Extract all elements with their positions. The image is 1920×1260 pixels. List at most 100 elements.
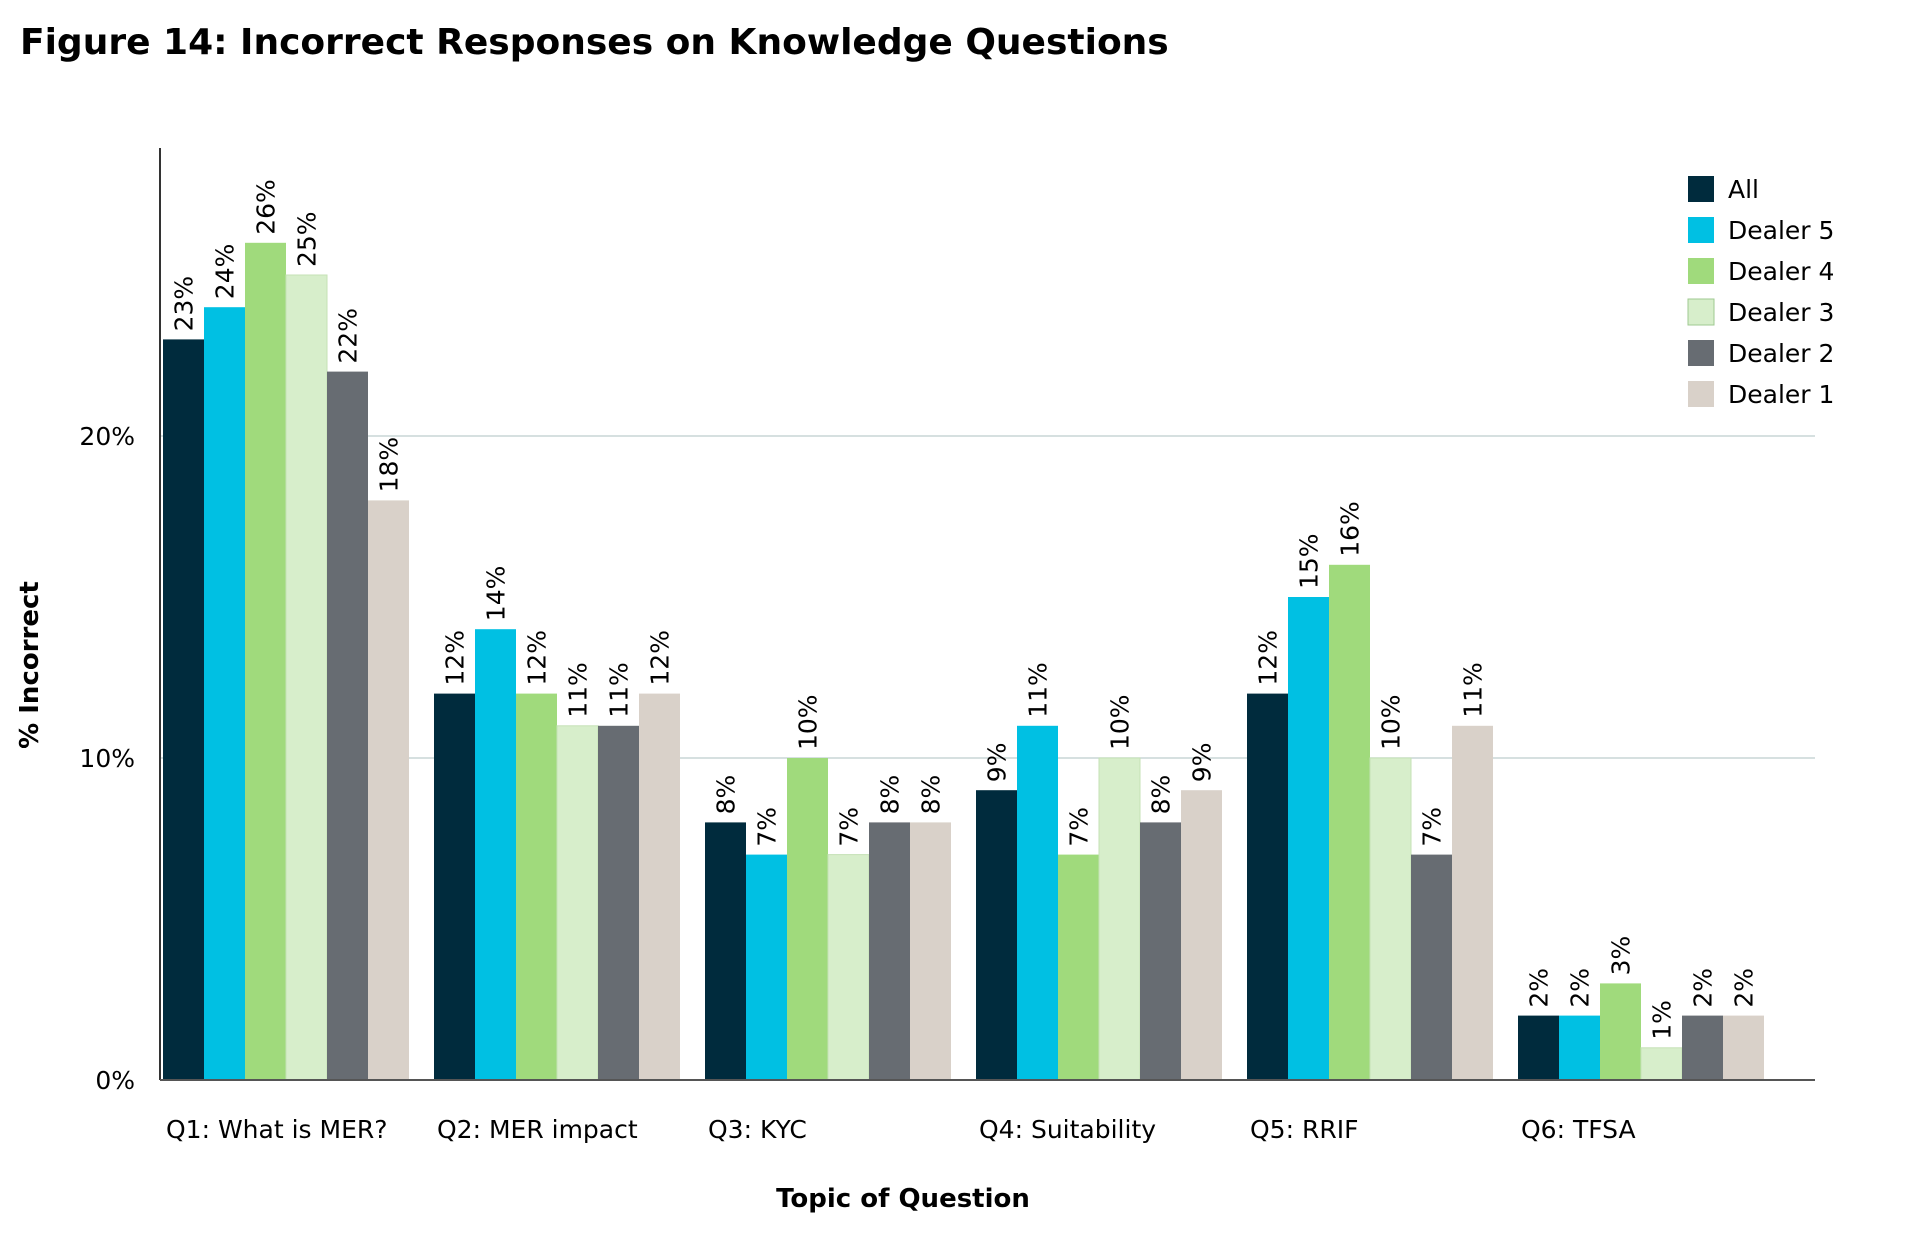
data-label: 2% (1730, 968, 1759, 1008)
bar (746, 854, 787, 1080)
data-label: 12% (646, 630, 675, 686)
bar (827, 854, 870, 1081)
bar (163, 339, 204, 1080)
data-label: 7% (835, 807, 864, 847)
x-axis-title: Topic of Question (776, 1184, 1030, 1214)
bar (1723, 1015, 1764, 1080)
bar (598, 725, 639, 1080)
legend-label: Dealer 4 (1728, 257, 1834, 286)
legend-label: All (1728, 175, 1759, 204)
legend-swatch (1688, 217, 1714, 243)
data-label: 8% (712, 775, 741, 815)
data-label: 9% (1188, 743, 1217, 783)
bar (327, 371, 368, 1081)
data-label: 3% (1607, 936, 1636, 976)
bar (1181, 790, 1222, 1080)
bar (516, 693, 557, 1080)
data-label: 23% (170, 276, 199, 332)
data-label: 11% (1024, 662, 1053, 718)
x-tick-label: Q1: What is MER? (166, 1115, 388, 1144)
bar (1518, 1015, 1559, 1080)
bar (434, 693, 475, 1080)
bar (705, 822, 746, 1080)
bar (1369, 757, 1412, 1081)
y-tick-labels: 0% 10% 20% (79, 422, 135, 1095)
data-label: 2% (1566, 968, 1595, 1008)
bar (475, 629, 516, 1080)
data-label: 10% (794, 694, 823, 750)
x-tick-label: Q4: Suitability (979, 1115, 1156, 1144)
data-label: 10% (1377, 694, 1406, 750)
legend-label: Dealer 1 (1728, 380, 1834, 409)
data-label: 15% (1295, 533, 1324, 589)
data-label: 8% (917, 775, 946, 815)
bar (910, 822, 951, 1080)
data-label: 16% (1336, 501, 1365, 557)
bar (1411, 854, 1452, 1080)
data-label: 25% (293, 211, 322, 267)
x-tick-label: Q2: MER impact (437, 1115, 638, 1144)
legend-swatch (1688, 381, 1714, 407)
bar (1682, 1015, 1723, 1080)
legend-label: Dealer 5 (1728, 216, 1834, 245)
data-label: 14% (482, 566, 511, 622)
bar (1017, 725, 1058, 1080)
data-label: 7% (1065, 807, 1094, 847)
bar (1288, 597, 1329, 1080)
data-label: 11% (605, 662, 634, 718)
data-label: 2% (1525, 968, 1554, 1008)
legend-label: Dealer 2 (1728, 339, 1834, 368)
bar (204, 307, 245, 1080)
data-labels: 23% 24% 26% 25% 22% 18% 12% 14% 12% 11% 11% 12% 8% 7%… (170, 179, 1759, 1040)
x-tick-label: Q3: KYC (708, 1115, 807, 1144)
bar (285, 274, 328, 1081)
data-label: 1% (1648, 1000, 1677, 1040)
axes (159, 148, 1815, 1081)
data-label: 7% (1418, 807, 1447, 847)
x-tick-label: Q5: RRIF (1250, 1115, 1358, 1144)
legend-swatch (1688, 340, 1714, 366)
data-label: 12% (1254, 630, 1283, 686)
bar (1600, 983, 1641, 1080)
bar (556, 725, 599, 1081)
data-label: 7% (753, 807, 782, 847)
bars (163, 242, 1764, 1081)
data-label: 22% (334, 308, 363, 364)
bar (1140, 822, 1181, 1080)
x-tick-labels: Q1: What is MER? Q2: MER impact Q3: KYC Q4:… (166, 1115, 1636, 1144)
bar (976, 790, 1017, 1080)
data-label: 12% (441, 630, 470, 686)
bar (1098, 757, 1141, 1081)
x-tick-label: Q6: TFSA (1521, 1115, 1636, 1144)
bar (1058, 854, 1099, 1080)
data-label: 24% (211, 244, 240, 300)
y-tick-label: 20% (79, 422, 135, 451)
data-label: 12% (523, 630, 552, 686)
data-label: 18% (375, 437, 404, 493)
data-label: 2% (1689, 968, 1718, 1008)
bar (245, 242, 286, 1081)
y-axis-title: % Incorrect (15, 581, 45, 749)
bar (1559, 1015, 1600, 1080)
bar (1247, 693, 1288, 1080)
bar (1452, 725, 1493, 1080)
legend-swatch (1688, 258, 1714, 284)
legend: All Dealer 5 Dealer 4 Dealer 3 Dealer 2 Deale… (1687, 175, 1834, 409)
data-label: 26% (252, 179, 281, 235)
data-label: 8% (1147, 775, 1176, 815)
figure-title: Figure 14: Incorrect Responses on Knowle… (20, 22, 1169, 63)
data-label: 11% (1459, 662, 1488, 718)
bar (639, 693, 680, 1080)
legend-swatch (1687, 298, 1715, 326)
data-label: 11% (564, 662, 593, 718)
y-tick-label: 0% (95, 1066, 135, 1095)
bar (787, 758, 828, 1080)
y-tick-label: 10% (79, 744, 135, 773)
legend-label: Dealer 3 (1728, 298, 1834, 327)
bar (368, 500, 409, 1080)
bar (1329, 564, 1370, 1080)
legend-swatch (1688, 176, 1714, 202)
data-label: 10% (1106, 694, 1135, 750)
data-label: 9% (983, 743, 1012, 783)
